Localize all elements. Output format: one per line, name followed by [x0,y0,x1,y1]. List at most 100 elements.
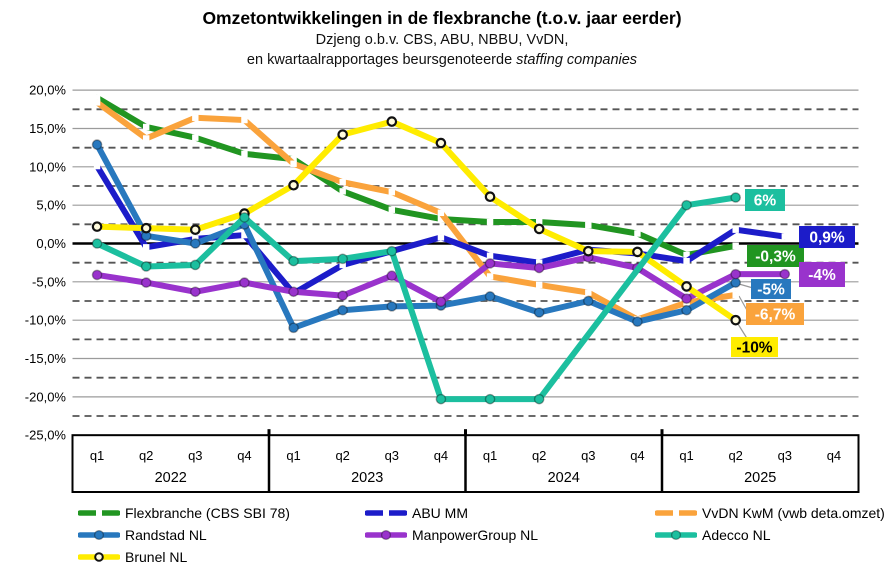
series-line-adecco-nl [94,194,739,403]
series-line-brunel-nl [94,118,739,324]
x-axis-year-label: 2023 [351,470,383,486]
marker-adecco-nl [239,212,250,223]
series-line-randstad-nl [94,141,739,331]
chart-subtitle-line1: Dzjeng o.b.v. CBS, ABU, NBBU, VvDN, [315,32,569,48]
x-axis-year-label: 2024 [548,470,580,486]
marker-flexbranche-cbs-sbi-78 [634,230,641,237]
marker-brunel-nl [681,281,692,292]
marker-flexbranche-cbs-sbi-78 [192,134,199,141]
y-axis-tick-label: 15,0% [29,121,66,136]
marker-vvdn-kwm-vwb-deta-omzet [290,160,297,167]
marker-randstad-nl [583,295,594,307]
marker-abu-mm [93,162,101,170]
marker-vvdn-kwm-vwb-deta-omzet [732,291,739,299]
marker-brunel-nl [337,129,348,140]
legend-marker-icon [78,552,120,562]
marker-vvdn-kwm-vwb-deta-omzet [339,178,346,186]
marker-brunel-nl [386,116,398,127]
marker-vvdn-kwm-vwb-deta-omzet [535,281,543,289]
x-axis-year-label: 2022 [155,470,187,486]
y-axis-tick-label: -5,0% [32,274,66,289]
marker-adecco-nl [484,393,496,405]
marker-vvdn-kwm-vwb-deta-omzet [192,114,199,121]
marker-randstad-nl [632,316,643,328]
marker-brunel-nl [583,245,594,257]
x-axis-year-label: 2025 [744,470,776,486]
marker-vvdn-kwm-vwb-deta-omzet [241,116,248,124]
marker-abu-mm [535,259,543,266]
marker-adecco-nl [681,199,692,211]
marker-vvdn-kwm-vwb-deta-omzet [486,273,494,280]
legend-marker-icon [78,510,120,516]
x-axis-quarter-label: q4 [434,448,448,463]
marker-adecco-nl [91,238,103,249]
data-label-leader-line [738,283,754,289]
y-axis-tick-label: 20,0% [29,83,66,98]
marker-randstad-nl [681,304,692,316]
y-axis-tick-label: 10,0% [29,159,66,174]
data-label-box-vvdn-kwm-vwb-deta-omzet [746,303,804,325]
y-axis-tick-label: -25,0% [25,428,67,443]
marker-manpowergroup-nl [337,290,348,301]
marker-randstad-nl [533,307,545,318]
marker-brunel-nl [288,179,299,191]
y-axis-tick-label: -20,0% [25,389,67,404]
marker-flexbranche-cbs-sbi-78 [585,221,592,229]
series-line-flexbranche-cbs-sbi-78 [94,94,739,259]
marker-manpowergroup-nl [190,286,201,298]
marker-flexbranche-cbs-sbi-78 [142,123,150,131]
marker-randstad-nl [386,301,398,312]
marker-brunel-nl [435,137,447,149]
data-label-box-manpowergroup-nl [799,262,845,287]
marker-vvdn-kwm-vwb-deta-omzet [142,135,150,142]
marker-manpowergroup-nl [140,277,152,288]
marker-flexbranche-cbs-sbi-78 [683,251,690,259]
x-axis-quarter-label: q1 [286,448,300,463]
marker-brunel-nl [632,246,643,258]
legend-label: Adecco NL [702,527,771,543]
marker-manpowergroup-nl [730,268,741,280]
marker-manpowergroup-nl [779,268,791,280]
x-axis-quarter-label: q3 [581,448,595,463]
marker-brunel-nl [484,191,496,203]
data-label-text-vvdn-kwm-vwb-deta-omzet: -6,7% [755,307,796,324]
legend-label: ManpowerGroup NL [412,527,539,543]
marker-flexbranche-cbs-sbi-78 [732,242,739,250]
marker-brunel-nl [190,224,201,235]
marker-adecco-nl [190,259,201,271]
x-axis-quarter-label: q1 [483,448,497,463]
marker-vvdn-kwm-vwb-deta-omzet [388,188,396,196]
x-axis-quarter-label: q2 [728,448,742,463]
marker-flexbranche-cbs-sbi-78 [93,94,101,102]
x-axis-quarter-label: q3 [385,448,399,463]
chart-subtitle-line2: en kwartaalrapportages beursgenoteerde s… [0,52,884,68]
data-label-box-brunel-nl [731,337,778,357]
legend-item-randstad-nl: Randstad NL [78,527,365,543]
marker-abu-mm [142,244,150,251]
marker-flexbranche-cbs-sbi-78 [290,155,297,163]
marker-manpowergroup-nl [484,258,496,269]
marker-flexbranche-cbs-sbi-78 [535,218,543,226]
marker-adecco-nl [140,261,152,272]
marker-abu-mm [339,261,346,269]
data-label-box-adecco-nl [745,189,785,211]
legend-label: VvDN KwM (vwb deta.omzet) [702,505,884,521]
marker-adecco-nl [337,253,348,265]
x-axis-quarter-label: q1 [679,448,693,463]
marker-flexbranche-cbs-sbi-78 [388,206,396,213]
data-label-text-randstad-nl: -5% [757,282,785,299]
chart-title: Omzetontwikkelingen in de flexbranche (t… [202,8,682,28]
marker-manpowergroup-nl [239,277,250,288]
legend-label: Flexbranche (CBS SBI 78) [125,505,290,521]
marker-abu-mm [683,257,690,265]
legend-label: Randstad NL [125,527,207,543]
marker-brunel-nl [140,222,152,234]
data-label-text-abu-mm: 0,9% [809,230,845,247]
legend-marker-icon [365,529,407,541]
data-label-text-flexbranche-cbs-sbi-78: -0,3% [755,249,796,266]
y-axis-tick-label: -10,0% [25,313,67,328]
data-label-box-abu-mm [799,226,855,248]
marker-manpowergroup-nl [533,262,545,274]
x-axis-quarter-label: q1 [90,448,104,463]
